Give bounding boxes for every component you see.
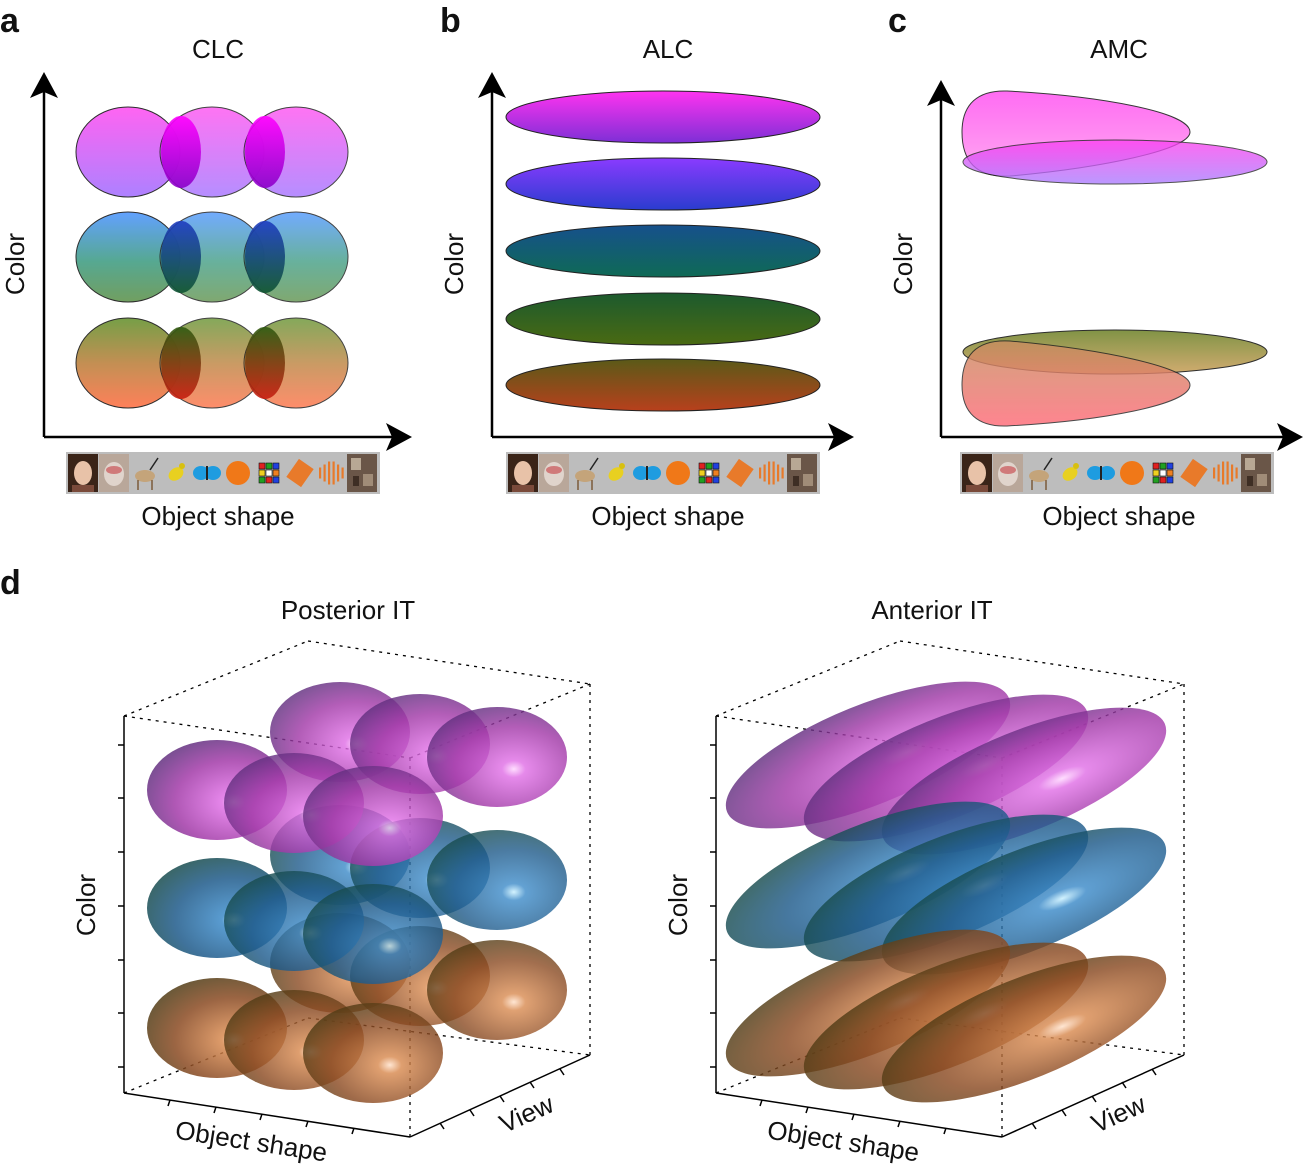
sphere-blue [303,884,443,984]
panel-title: AMC [1090,34,1148,64]
stripes-icon [756,454,786,492]
overlap-region [161,116,201,188]
panel-b: b ALC Color Object shape [439,2,854,531]
rectangle-icon [285,454,315,492]
stripes-icon [316,454,346,492]
panel-label: a [0,2,20,40]
rubiks-cube-icon [254,454,284,492]
sphere-blue [427,830,567,930]
panel-label: b [440,2,461,40]
x-axis-label: Object shape [1042,501,1195,531]
x-axis-arrow-icon [1277,423,1303,451]
overlap-region [245,327,285,399]
ellipse-green [505,292,821,346]
monkey-face-icon [99,454,129,492]
bird-icon [161,454,191,492]
y-axis-arrow-icon [30,72,58,98]
ellipse-grid [75,106,349,409]
face-icon [962,454,992,492]
antelope-icon [130,454,160,492]
x-axis-arrow-icon [386,423,412,451]
subpanel-posterior-it: Posterior IT [71,595,591,1168]
x-axis-label: Object shape [765,1115,921,1168]
panel-a: a CLC Color [0,2,412,531]
x-axis [715,1092,1003,1138]
y-axis-arrow-icon [927,80,955,106]
rectangle-icon [725,454,755,492]
antelope-icon [1024,454,1054,492]
orange-icon [1117,454,1147,492]
y-axis-label: Color [439,233,469,295]
ellipse-blue [505,157,821,211]
texture-icon [1241,454,1271,492]
texture-icon [347,454,377,492]
y-axis-label: Color [71,874,101,936]
panel-c: c AMC Color Object shape [888,2,1303,531]
sphere-orange [303,1003,443,1103]
y-axis-label: Color [888,233,918,295]
axes [30,72,412,451]
sphere-grid [147,682,567,1103]
bird-icon [1055,454,1085,492]
teardrop-orange [961,340,1191,427]
bird-icon [601,454,631,492]
axes [927,80,1303,451]
object-strip [960,452,1274,494]
ellipsoid-grid [725,681,1167,1103]
antelope-icon [570,454,600,492]
sphere-magenta [303,766,443,866]
x-axis-arrow-icon [828,423,854,451]
ellipsoid-orange [881,955,1167,1103]
orange-icon [223,454,253,492]
box-front-axes [710,716,1185,1138]
overlap-region [161,327,201,399]
ellipse-magenta [505,90,821,144]
panel-title: ALC [643,34,694,64]
ellipse-orange [505,358,821,412]
face-icon [508,454,538,492]
monkey-face-icon [539,454,569,492]
butterfly-icon [632,454,662,492]
ellipse-stack [505,90,821,412]
subpanel-title: Anterior IT [871,595,992,625]
y-axis-label: Color [663,874,693,936]
overlap-region [245,116,285,188]
rectangle-icon [1179,454,1209,492]
overlap-region [245,221,285,293]
rubiks-cube-icon [1148,454,1178,492]
butterfly-icon [1086,454,1116,492]
subpanel-anterior-it: Anterior IT [663,595,1185,1168]
ellipse-teal [505,224,821,278]
sphere-magenta [427,707,567,807]
subpanel-title: Posterior IT [281,595,415,625]
butterfly-icon [192,454,222,492]
overlap-region [161,221,201,293]
x-axis [123,1092,411,1138]
y-axis-label: Color [0,233,30,295]
x-axis-label: Object shape [591,501,744,531]
sphere-orange [427,940,567,1040]
teardrop-shapes [961,90,1268,427]
panel-label: c [888,2,907,40]
z-axis-label: View [495,1089,558,1139]
monkey-face-icon [993,454,1023,492]
stripes-icon [1210,454,1240,492]
z-axis-label: View [1087,1089,1150,1139]
texture-icon [787,454,817,492]
rubiks-cube-icon [694,454,724,492]
x-axis-label: Object shape [141,501,294,531]
y-axis-arrow-icon [478,72,506,98]
x-axis-label: Object shape [173,1115,329,1168]
axes [478,72,854,451]
object-strip [66,452,380,494]
ellipse-magenta [962,139,1268,185]
panel-label: d [0,564,21,602]
face-icon [68,454,98,492]
box-front-axes [118,716,591,1138]
panel-title: CLC [192,34,244,64]
object-strip [506,452,820,494]
orange-icon [663,454,693,492]
